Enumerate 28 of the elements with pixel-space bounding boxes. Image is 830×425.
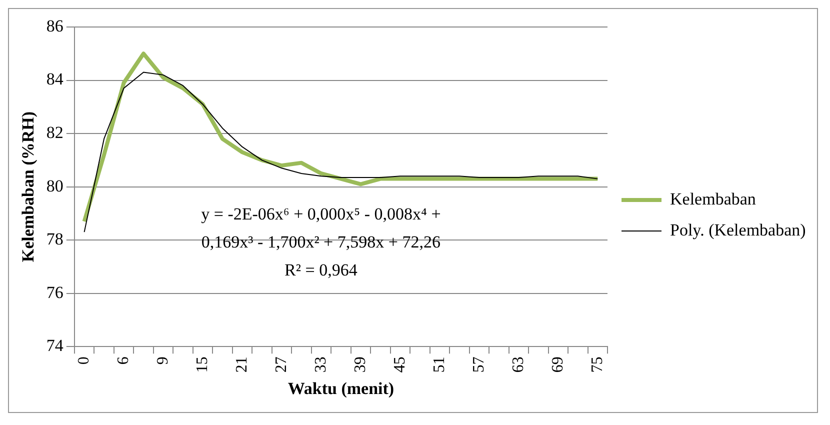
- x-tick-label: 45: [391, 356, 408, 373]
- y-tick-label: 82: [46, 123, 64, 142]
- legend-label: Poly. (Kelembaban): [670, 220, 806, 240]
- annotation: R² = 0,964: [284, 260, 358, 280]
- x-tick-label: 15: [194, 356, 211, 373]
- x-tick-label: 27: [272, 356, 290, 373]
- x-tick-label: 6: [114, 356, 132, 365]
- x-tick-label: 51: [430, 356, 448, 373]
- y-tick-label: 78: [46, 230, 64, 249]
- x-tick-label: 75: [588, 356, 606, 373]
- x-tick-label: 57: [470, 356, 488, 373]
- x-axis-title: Waktu (menit): [288, 379, 394, 398]
- x-tick-label: 63: [510, 356, 527, 373]
- y-tick-label: 76: [46, 282, 64, 302]
- y-tick-label: 74: [46, 336, 64, 356]
- x-tick-label: 21: [233, 356, 250, 373]
- y-tick-label: 80: [46, 176, 64, 196]
- legend-label: Kelembaban: [670, 189, 756, 208]
- annotation: y = -2E-06x⁶ + 0,000x⁵ - 0,008x⁴ +: [201, 204, 441, 224]
- y-axis-title: Kelembaban (%RH): [18, 111, 38, 262]
- y-tick-label: 86: [46, 16, 64, 36]
- x-tick-label: 69: [549, 356, 566, 373]
- x-tick-label: 39: [352, 356, 369, 373]
- y-tick-label: 84: [46, 70, 64, 89]
- x-tick-label: 9: [154, 356, 172, 365]
- annotation: 0,169x³ - 1,700x² + 7,598x + 72,26: [201, 232, 440, 252]
- x-tick-label: 0: [75, 356, 92, 365]
- x-tick-label: 33: [312, 356, 330, 373]
